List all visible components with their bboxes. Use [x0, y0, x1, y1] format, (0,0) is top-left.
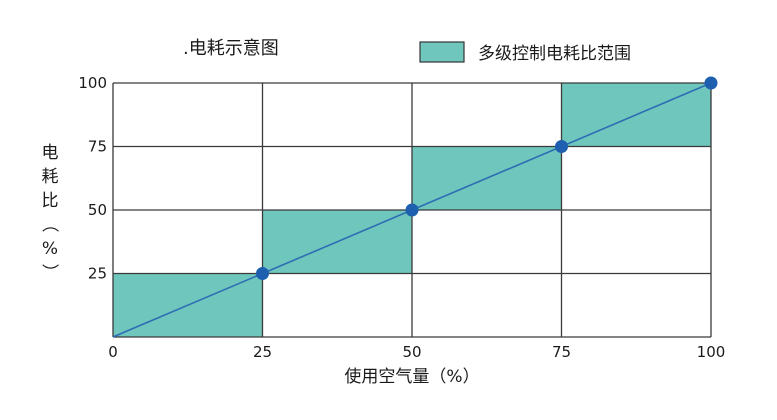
y-tick-labels: 25 50 75 100 — [78, 74, 107, 283]
y-axis-label-char-5: % — [42, 239, 58, 259]
y-tick-label-50: 50 — [88, 201, 107, 219]
legend-label: 多级控制电耗比范围 — [478, 44, 631, 64]
x-axis-label: 使用空气量（%） — [344, 366, 479, 387]
data-point-50 — [405, 203, 419, 217]
y-tick-label-25: 25 — [88, 265, 107, 283]
y-axis-label-char-6: ） — [39, 264, 59, 281]
y-axis-label-char-4: （ — [39, 216, 59, 233]
x-tick-label-0: 0 — [108, 343, 118, 361]
x-tick-label-25: 25 — [253, 343, 272, 361]
legend-swatch — [419, 41, 465, 63]
data-point-75 — [555, 140, 568, 153]
y-axis-label-char-3: 比 — [42, 191, 59, 211]
series-layer — [112, 76, 718, 338]
x-tick-label-100: 100 — [697, 343, 726, 361]
y-axis-label: 电耗比 （% ） — [39, 143, 59, 281]
data-point-100 — [704, 76, 718, 90]
data-point-25 — [256, 267, 269, 280]
chart-title: .电耗示意图 — [183, 38, 279, 59]
y-tick-label-75: 75 — [88, 138, 107, 156]
x-tick-labels: 0 25 50 75 100 — [108, 343, 725, 361]
x-tick-label-75: 75 — [552, 343, 571, 361]
y-axis-label-char-2: 耗 — [42, 167, 59, 187]
x-tick-label-50: 50 — [402, 343, 421, 361]
y-axis-label-char-1: 电 — [42, 143, 59, 163]
y-tick-label-100: 100 — [78, 74, 107, 92]
legend: 多级控制电耗比范围 — [419, 41, 631, 64]
